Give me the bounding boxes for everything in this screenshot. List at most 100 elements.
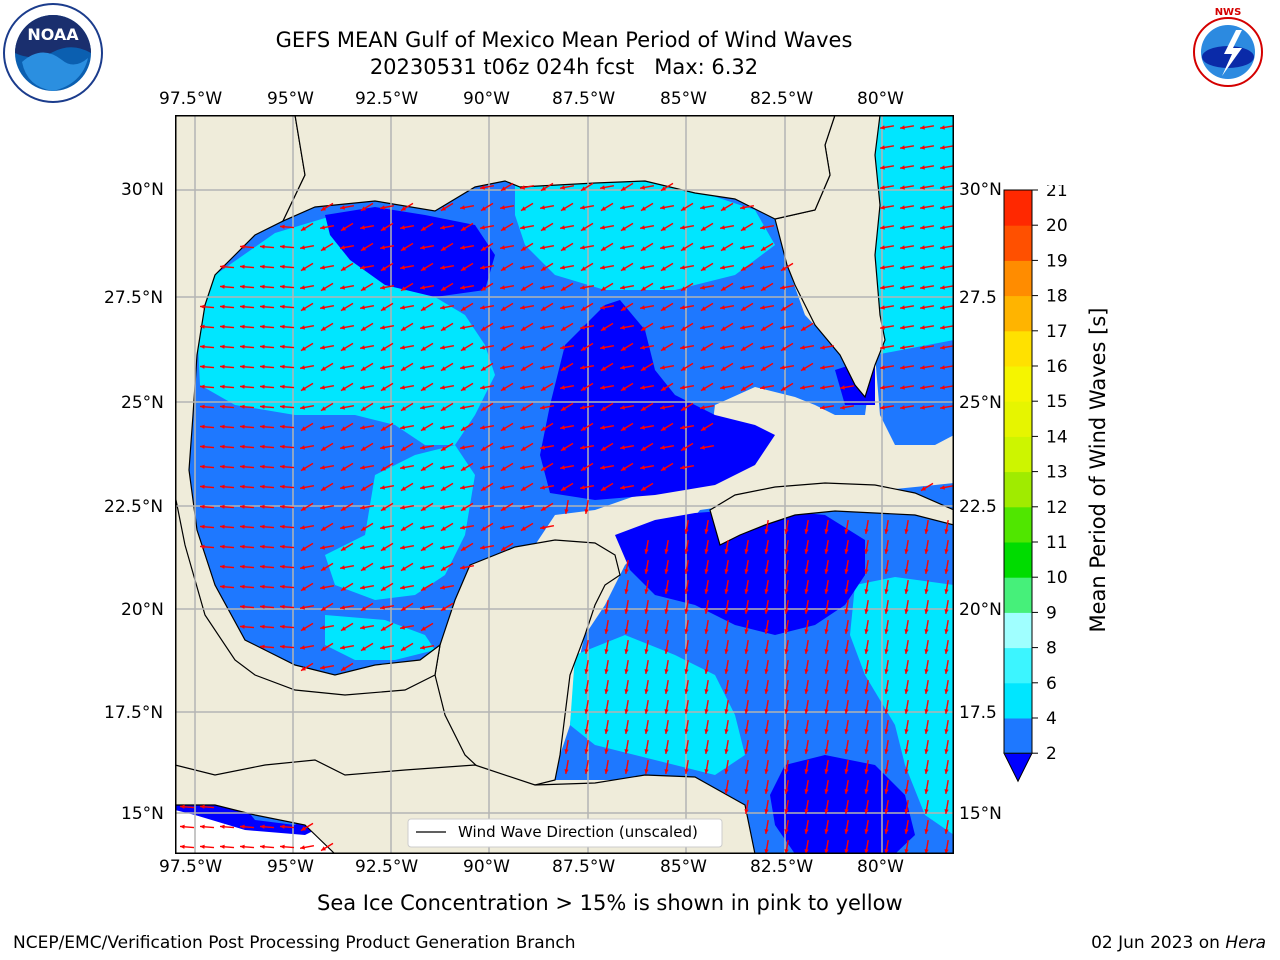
- wave-arrow-head: [381, 346, 386, 351]
- wave-arrow-head: [680, 465, 685, 470]
- wave-arrow-head: [681, 246, 686, 251]
- colorbar-tick-label: 13: [1046, 463, 1068, 483]
- wave-arrow-head: [864, 589, 869, 594]
- wave-arrow-head: [661, 466, 666, 471]
- wave-arrow-head: [320, 305, 325, 310]
- wave-arrow-head: [440, 265, 445, 270]
- wave-arrow-head: [541, 186, 546, 191]
- wave-arrow-head: [764, 809, 769, 814]
- wave-arrow-head: [440, 305, 445, 310]
- wave-arrow-head: [824, 549, 829, 554]
- wave-arrow-head: [724, 569, 729, 574]
- wave-arrow-head: [360, 385, 365, 390]
- wave-arrow-head: [421, 546, 426, 551]
- wave-arrow-head: [541, 306, 546, 311]
- wave-arrow-head: [260, 364, 265, 369]
- wave-arrow-head: [804, 709, 809, 714]
- wave-arrow-head: [864, 569, 869, 574]
- wave-arrow-head: [864, 709, 869, 714]
- wave-arrow-head: [501, 466, 506, 471]
- wave-arrow-head: [660, 325, 665, 330]
- wave-arrow-head: [920, 325, 925, 330]
- wave-arrow-head: [780, 285, 785, 290]
- wave-arrow-head: [481, 286, 486, 291]
- wave-arrow-head: [904, 729, 909, 734]
- wave-arrow-head: [680, 425, 685, 430]
- wave-arrow-head: [644, 649, 649, 654]
- wave-arrow-head: [580, 245, 585, 250]
- wave-arrow-head: [381, 426, 386, 431]
- wave-arrow-head: [321, 606, 326, 611]
- wave-arrow-head: [240, 364, 245, 369]
- wave-arrow-head: [584, 729, 589, 734]
- wave-arrow-head: [724, 789, 729, 794]
- wave-arrow-head: [560, 425, 565, 430]
- lon-tick-top: 97.5°W: [159, 89, 223, 109]
- wave-arrow-head: [361, 286, 366, 291]
- wave-arrow-head: [764, 749, 769, 754]
- lat-tick-left: 25°N: [121, 393, 164, 413]
- wave-arrow-head: [280, 404, 285, 409]
- wave-arrow-head: [884, 769, 889, 774]
- wave-arrow-head: [924, 549, 929, 554]
- wave-arrow-head: [340, 445, 345, 450]
- wave-arrow-head: [660, 285, 665, 290]
- wave-arrow-head: [220, 544, 225, 549]
- lon-tick-bottom: 92.5°W: [355, 857, 419, 877]
- wave-arrow-head: [880, 125, 885, 130]
- wave-arrow-head: [940, 405, 945, 410]
- wave-arrow-head: [641, 406, 646, 411]
- wave-arrow-head: [720, 385, 725, 390]
- wave-arrow-head: [560, 385, 565, 390]
- wave-arrow-head: [724, 629, 729, 634]
- wave-arrow-head: [561, 326, 566, 331]
- lat-tick-right: 20°N: [959, 600, 1002, 620]
- wave-arrow-head: [761, 246, 766, 251]
- wave-arrow-head: [804, 789, 809, 794]
- wave-arrow-head: [880, 225, 885, 230]
- wave-arrow-head: [644, 729, 649, 734]
- wave-arrow-head: [680, 225, 685, 230]
- wave-arrow-head: [540, 285, 545, 290]
- wave-arrow-head: [644, 749, 649, 754]
- lat-tick-right: 15°N: [959, 804, 1002, 824]
- wave-arrow-head: [300, 525, 305, 530]
- wave-arrow-head: [240, 544, 245, 549]
- wave-arrow-head: [900, 305, 905, 310]
- wave-arrow-head: [884, 789, 889, 794]
- wave-arrow-head: [804, 829, 809, 834]
- wave-arrow-head: [844, 809, 849, 814]
- wave-arrow-head: [801, 326, 806, 331]
- wave-arrow-head: [421, 586, 426, 591]
- wave-arrow-head: [340, 525, 345, 530]
- wave-arrow-head: [940, 245, 945, 250]
- wave-arrow-head: [704, 729, 709, 734]
- wave-arrow-head: [240, 384, 245, 389]
- wave-arrow-head: [520, 225, 525, 230]
- wave-arrow-head: [521, 406, 526, 411]
- wave-arrow-head: [180, 804, 185, 809]
- wave-arrow-head: [401, 606, 406, 611]
- wave-arrow-head: [704, 549, 709, 554]
- wave-arrow-head: [440, 225, 445, 230]
- wave-arrow-head: [640, 265, 645, 270]
- wave-arrow-head: [804, 689, 809, 694]
- wave-arrow-head: [200, 424, 205, 429]
- wave-arrow-head: [320, 385, 325, 390]
- wave-arrow-head: [904, 709, 909, 714]
- wave-arrow-head: [441, 486, 446, 491]
- wave-arrow-head: [644, 589, 649, 594]
- wave-arrow-head: [480, 465, 485, 470]
- wave-arrow-head: [564, 749, 569, 754]
- wave-arrow-head: [804, 809, 809, 814]
- footer-branch: NCEP/EMC/Verification Post Processing Pr…: [13, 933, 576, 953]
- wave-arrow-head: [644, 669, 649, 674]
- wave-arrow-head: [784, 649, 789, 654]
- wave-arrow-head: [421, 306, 426, 311]
- wave-arrow-head: [581, 346, 586, 351]
- wave-arrow-head: [301, 466, 306, 471]
- wave-arrow-head: [421, 626, 426, 631]
- wave-arrow-head: [200, 344, 205, 349]
- wave-arrow-head: [260, 384, 265, 389]
- colorbar: 2 4 6 8 9 10 11 12 13 14 15 16 17 18 19 20 21: [1003, 185, 1068, 783]
